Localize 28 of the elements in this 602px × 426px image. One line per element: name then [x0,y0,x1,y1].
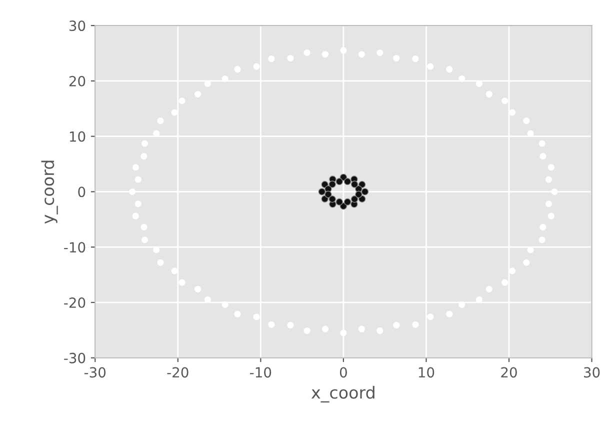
x-tick-label: -20 [167,367,188,378]
x-axis-title: x_coord [311,386,374,402]
y-tick-label: 30 [69,20,86,32]
point [324,190,332,198]
y-tick-label: -10 [64,242,86,253]
x-tick-label: 10 [418,367,434,378]
point [361,188,369,196]
point [350,196,358,203]
x-tick-label: -30 [84,367,106,378]
point [350,180,358,188]
point [328,180,336,188]
point [318,188,326,196]
point [336,198,343,206]
point [336,178,343,186]
point [344,198,352,206]
y-tick-label: 20 [69,76,86,86]
x-tick-label: 20 [501,367,517,378]
y-axis-title: y_coord [41,160,58,224]
point [344,178,352,186]
x-tick-label: -10 [250,367,272,378]
point [355,190,362,198]
y-tick-label: 10 [70,131,86,142]
y-tick-label: -30 [64,352,86,364]
y-tick-label: 0 [78,186,86,198]
y-tick-label: -20 [64,297,86,308]
x-tick-label: 30 [584,367,600,378]
x-tick-label: 0 [340,367,347,378]
point [328,196,336,203]
